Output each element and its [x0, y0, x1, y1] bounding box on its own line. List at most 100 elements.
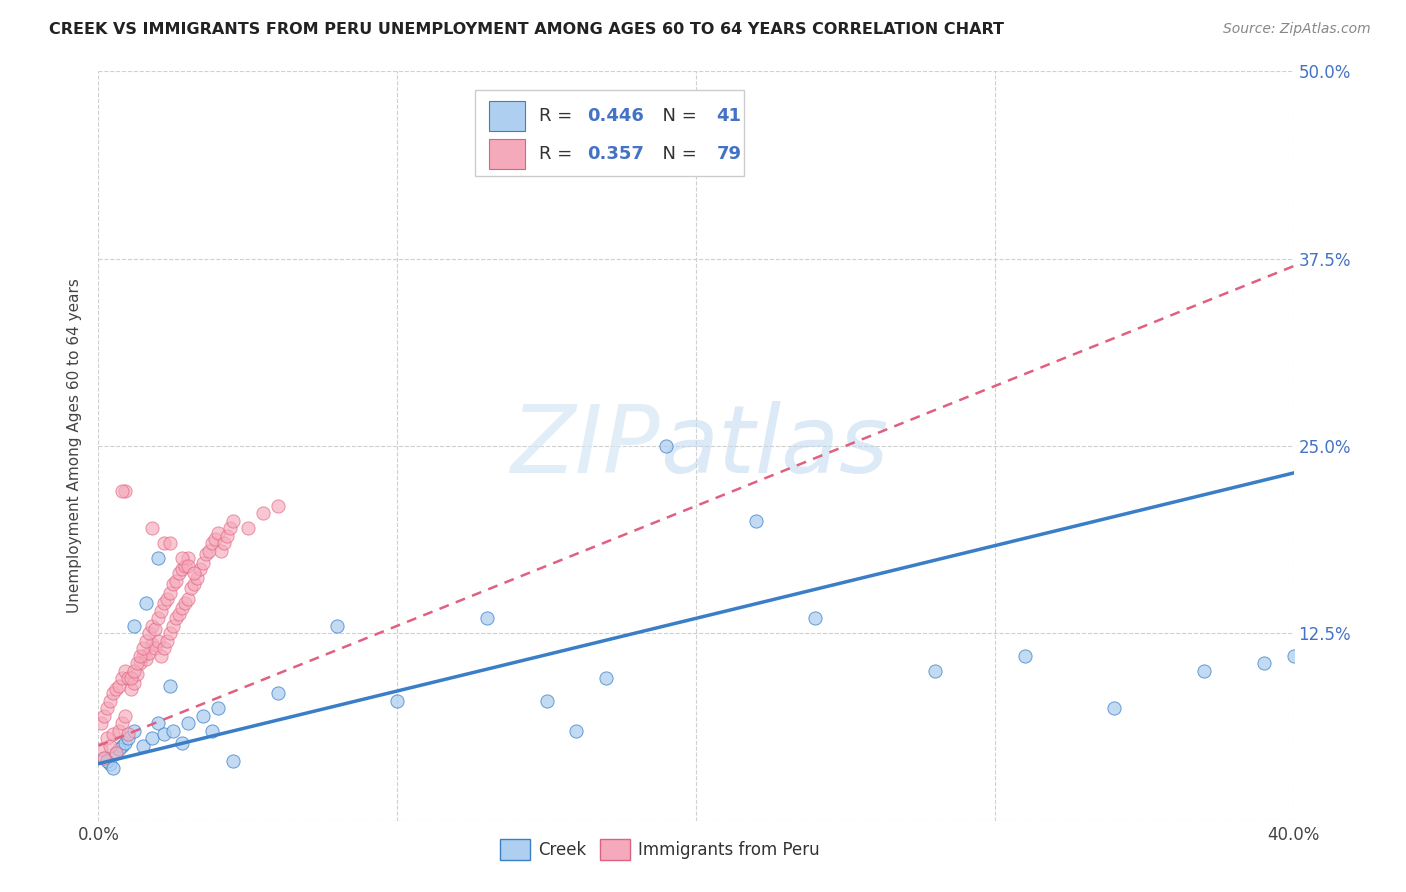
Point	[127, 666, 149, 681]
Point	[111, 671, 134, 685]
Point	[191, 556, 214, 570]
Point	[156, 591, 179, 606]
Point	[924, 664, 946, 678]
Point	[215, 529, 238, 543]
Point	[141, 637, 163, 651]
Point	[385, 694, 409, 708]
Point	[114, 708, 136, 723]
Point	[129, 657, 152, 671]
Point	[1014, 648, 1036, 663]
Point	[129, 648, 152, 663]
Point	[177, 551, 200, 566]
Text: 41: 41	[716, 107, 741, 125]
Point	[141, 619, 163, 633]
Point	[172, 600, 194, 615]
Point	[159, 536, 181, 550]
Point	[201, 723, 224, 738]
Point	[150, 604, 173, 618]
Text: CREEK VS IMMIGRANTS FROM PERU UNEMPLOYMENT AMONG AGES 60 TO 64 YEARS CORRELATION: CREEK VS IMMIGRANTS FROM PERU UNEMPLOYME…	[49, 22, 1004, 37]
Point	[120, 671, 142, 685]
Point	[174, 558, 197, 573]
Point	[138, 626, 160, 640]
Point	[148, 633, 170, 648]
Text: R =: R =	[540, 145, 578, 162]
Point	[222, 514, 245, 528]
Point	[159, 586, 181, 600]
Text: N =: N =	[651, 107, 702, 125]
Point	[267, 686, 290, 700]
Point	[93, 750, 115, 764]
Point	[153, 536, 176, 550]
Point	[117, 731, 139, 746]
Point	[105, 681, 128, 696]
Point	[103, 686, 125, 700]
Point	[93, 708, 115, 723]
Point	[132, 739, 155, 753]
Point	[93, 750, 115, 764]
FancyBboxPatch shape	[475, 90, 744, 177]
Point	[143, 641, 166, 656]
Point	[153, 641, 176, 656]
Point	[165, 611, 187, 625]
Text: N =: N =	[651, 145, 702, 162]
Point	[135, 596, 157, 610]
Point	[114, 664, 136, 678]
Point	[222, 754, 245, 768]
Point	[90, 716, 112, 731]
Point	[108, 679, 131, 693]
Point	[198, 544, 221, 558]
Text: Source: ZipAtlas.com: Source: ZipAtlas.com	[1223, 22, 1371, 37]
Point	[174, 596, 197, 610]
Point	[138, 646, 160, 660]
Point	[186, 571, 208, 585]
Point	[96, 754, 118, 768]
Point	[159, 626, 181, 640]
Point	[267, 499, 290, 513]
Point	[132, 641, 155, 656]
Point	[180, 582, 202, 596]
Point	[655, 439, 678, 453]
Point	[141, 521, 163, 535]
Point	[159, 679, 181, 693]
FancyBboxPatch shape	[489, 102, 524, 131]
Point	[135, 633, 157, 648]
Text: 0.446: 0.446	[588, 107, 644, 125]
Point	[127, 657, 149, 671]
Point	[565, 723, 588, 738]
Text: 0.357: 0.357	[588, 145, 644, 162]
FancyBboxPatch shape	[489, 139, 524, 169]
Point	[1192, 664, 1215, 678]
Point	[153, 596, 176, 610]
Point	[143, 622, 166, 636]
Point	[108, 741, 131, 756]
Point	[148, 716, 170, 731]
Point	[212, 536, 235, 550]
Point	[195, 547, 218, 561]
Point	[183, 577, 205, 591]
Point	[326, 619, 349, 633]
Point	[172, 562, 194, 576]
Point	[105, 746, 128, 760]
Point	[207, 701, 229, 715]
Point	[105, 746, 128, 760]
Point	[1104, 701, 1126, 715]
Point	[201, 536, 224, 550]
Y-axis label: Unemployment Among Ages 60 to 64 years: Unemployment Among Ages 60 to 64 years	[67, 278, 83, 614]
Point	[124, 664, 146, 678]
Point	[167, 566, 190, 581]
Legend: Creek, Immigrants from Peru: Creek, Immigrants from Peru	[494, 832, 827, 866]
Point	[745, 514, 768, 528]
Point	[177, 558, 200, 573]
Point	[162, 577, 184, 591]
Point	[114, 483, 136, 498]
Point	[177, 591, 200, 606]
Point	[252, 507, 274, 521]
Point	[162, 619, 184, 633]
Point	[132, 648, 155, 663]
Text: R =: R =	[540, 107, 578, 125]
Point	[156, 633, 179, 648]
Point	[117, 727, 139, 741]
Point	[111, 716, 134, 731]
Point	[114, 736, 136, 750]
Point	[108, 723, 131, 738]
